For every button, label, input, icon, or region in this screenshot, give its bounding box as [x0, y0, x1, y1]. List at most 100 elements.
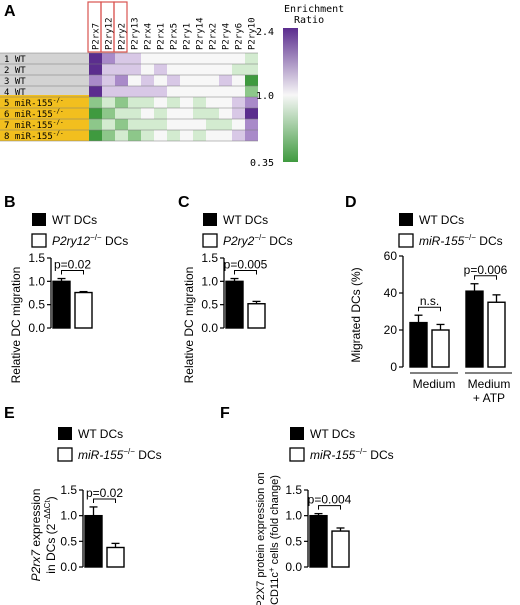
heatmap-cell: [102, 53, 115, 64]
significance-label: p=0.02: [86, 486, 123, 500]
heatmap-cell: [193, 53, 206, 64]
heatmap-cell: [180, 64, 193, 75]
heatmap-cell: [128, 75, 141, 86]
heatmap-cell: [154, 119, 167, 130]
panel-label-b: B: [4, 194, 16, 211]
significance-label: p=0.006: [464, 263, 508, 277]
heatmap-cell: [154, 53, 167, 64]
group-label-medium-atp-line2: + ATP: [473, 391, 505, 405]
colorbar-title-2: Ratio: [294, 15, 324, 26]
heatmap-cell: [245, 108, 258, 119]
legend-ko-label: miR-155−/− DCs: [419, 233, 503, 248]
legend-wt-label: WT DCs: [310, 427, 355, 441]
heatmap-row-label: 4 WT: [4, 88, 26, 98]
y-tick-label: 0.0: [28, 321, 45, 335]
heatmap-cell: [232, 64, 245, 75]
heatmap-cell: [219, 53, 232, 64]
heatmap-cell: [154, 75, 167, 86]
bar-ko: [106, 546, 125, 568]
y-tick-label: 0.0: [201, 321, 218, 335]
y-tick-label: 0.0: [60, 560, 77, 574]
legend-wt-swatch: [58, 427, 72, 440]
heatmap-cell: [154, 130, 167, 141]
heatmap-cell: [167, 108, 180, 119]
heatmap-cell: [128, 119, 141, 130]
heatmap-cell: [232, 97, 245, 108]
heatmap-cell: [219, 75, 232, 86]
significance-label: p=0.005: [224, 258, 268, 272]
heatmap-cell: [102, 86, 115, 97]
panel-label-f: F: [220, 405, 230, 422]
heatmap-panel: 1 WT2 WT3 WT4 WT5 miR-155-/-6 miR-155-/-…: [0, 1, 344, 169]
svg-text:P2rx7 expression: P2rx7 expression: [29, 489, 43, 582]
heatmap-cell: [167, 53, 180, 64]
heatmap-cell: [245, 75, 258, 86]
heatmap-row-label: 3 WT: [4, 77, 26, 87]
highlight-box-p2ry2: [113, 1, 128, 53]
heatmap-cell: [180, 53, 193, 64]
bar-wt: [84, 514, 103, 568]
heatmap-cell: [115, 64, 128, 75]
y-axis-title-c: Relative DC migration: [182, 267, 196, 384]
panel-e: WT DCs miR-155−/− DCs 0.0 0.5 1.0 1.5 p=0.02: [57, 427, 162, 574]
heatmap-cell: [89, 64, 102, 75]
significance-bracket: [234, 270, 257, 275]
heatmap-cell: [219, 119, 232, 130]
legend-wt-label: WT DCs: [52, 213, 97, 227]
heatmap-cell: [89, 75, 102, 86]
heatmap-cell: [232, 53, 245, 64]
heatmap-cell: [115, 53, 128, 64]
heatmap-cell: [167, 119, 180, 130]
wt-group-background: [0, 53, 89, 95]
bar-wt: [309, 514, 328, 568]
heatmap-cell: [193, 97, 206, 108]
heatmap-cell: [245, 119, 258, 130]
colorbar-min-label: 0.35: [250, 158, 274, 169]
bar-wt: [52, 280, 71, 329]
y-axis-title-f: P2X7 protein expression on CD11c+ cells …: [255, 472, 281, 605]
heatmap-cell: [115, 108, 128, 119]
significance-bracket: [318, 505, 341, 510]
heatmap-cell: [245, 64, 258, 75]
heatmap-cell: [89, 86, 102, 97]
panel-label-a: A: [4, 3, 16, 20]
y-tick-label: 1.0: [28, 274, 45, 288]
colorbar-max-label: 2.4: [256, 27, 274, 38]
heatmap-cell: [180, 119, 193, 130]
heatmap-cell: [193, 108, 206, 119]
legend-wt-swatch: [32, 213, 46, 226]
heatmap-cell: [141, 75, 154, 86]
heatmap-column-label: P2rx1: [157, 23, 167, 50]
y-tick-label: 1.5: [285, 483, 302, 497]
significance-bracket: [93, 498, 116, 503]
colorbar-mid-label: 1.0: [256, 91, 274, 102]
bar-ko: [74, 291, 93, 329]
y-axis-title-b: Relative DC migration: [9, 267, 23, 384]
heatmap-column-label: P2rx2: [209, 23, 219, 50]
significance-label: p=0.004: [308, 493, 352, 507]
y-tick-label: 60: [384, 249, 398, 263]
y-tick-label: 0.5: [285, 534, 302, 548]
heatmap-cell: [89, 119, 102, 130]
heatmap-column-label: P2ry1: [183, 23, 193, 50]
heatmap-cell: [141, 130, 154, 141]
panel-b: WT DCs P2ry12−/− DCs 0.0 0.5 1.0 1.5 p=0.02: [28, 213, 128, 335]
heatmap-cell: [141, 64, 154, 75]
heatmap-cell: [206, 130, 219, 141]
y-tick-label: 0.5: [60, 534, 77, 548]
heatmap-cell: [219, 130, 232, 141]
legend-wt-swatch: [399, 213, 413, 226]
heatmap-column-label: P2ry4: [222, 23, 232, 50]
svg-text:in DCs (2−ΔΔCt): in DCs (2−ΔΔCt): [43, 496, 58, 573]
heatmap-cell: [193, 64, 206, 75]
heatmap-cell: [219, 64, 232, 75]
panel-c: WT DCs P2ry2−/− DCs 0.0 0.5 1.0 1.5 p=0.005: [201, 213, 293, 335]
y-tick-label: 1.5: [201, 251, 218, 265]
heatmap-column-label: P2rx7: [92, 23, 102, 50]
heatmap-cell: [167, 130, 180, 141]
legend-ko-swatch: [202, 233, 218, 248]
heatmap-cell: [128, 97, 141, 108]
panel-f: WT DCs miR-155−/− DCs 0.0 0.5 1.0 1.5 p=0.00…: [285, 427, 394, 574]
group-label-medium: Medium: [413, 377, 456, 391]
heatmap-cell: [128, 130, 141, 141]
